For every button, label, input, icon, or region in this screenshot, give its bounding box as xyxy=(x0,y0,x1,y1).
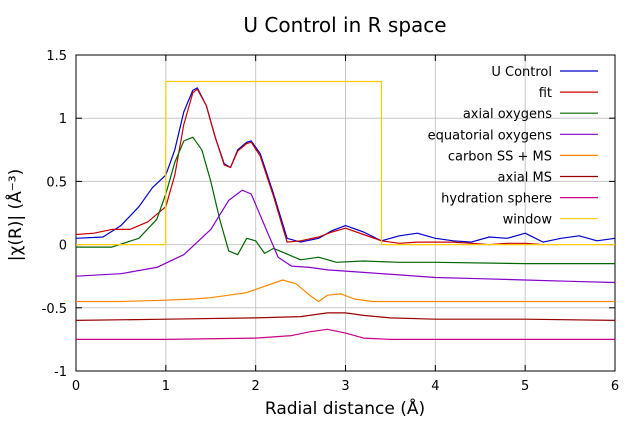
x-tick-label: 1 xyxy=(162,379,170,394)
x-tick-label: 3 xyxy=(341,379,349,394)
series-line-carbon-ss-ms xyxy=(76,279,615,303)
y-tick-label: -0.5 xyxy=(42,302,67,317)
y-tick-label: 1.5 xyxy=(46,49,67,64)
series-line-u-control xyxy=(75,87,616,243)
series-line-fit xyxy=(75,88,544,246)
legend-label-axial-ms: axial MS xyxy=(498,171,552,186)
series-line-window xyxy=(76,80,615,246)
legend-label-equatorial-oxygens: equatorial oxygens xyxy=(428,128,553,143)
y-tick-label: -1 xyxy=(54,365,67,380)
x-tick-label: 4 xyxy=(431,379,439,394)
y-tick-label: 1 xyxy=(59,112,67,127)
legend-label-axial-oxygens: axial oxygens xyxy=(463,107,552,122)
legend: U Control fit axial oxygens equatorial oxyg… xyxy=(428,65,598,228)
legend-label-u-control: U Control xyxy=(491,65,552,80)
x-axis-label: Radial distance (Å) xyxy=(265,397,425,419)
y-tick-label: 0.5 xyxy=(46,175,67,190)
legend-label-hydration-sphere: hydration sphere xyxy=(441,192,552,207)
series-lines xyxy=(75,80,616,340)
legend-label-window: window xyxy=(503,213,553,228)
y-tick-label: 0 xyxy=(59,239,67,254)
legend-label-carbon-ss-ms: carbon SS + MS xyxy=(448,149,552,164)
x-tick-label: 2 xyxy=(252,379,260,394)
x-tick-label: 5 xyxy=(521,379,529,394)
series-line-axial-ms xyxy=(75,312,616,321)
legend-label-fit: fit xyxy=(539,86,552,101)
chart-title: U Control in R space xyxy=(243,13,446,37)
series-line-axial-oxygens xyxy=(76,136,615,265)
x-tick-label: 0 xyxy=(72,379,80,394)
y-tick-labels: -1 -0.5 0 0.5 1 1.5 xyxy=(42,49,67,380)
y-axis-label: |χ(R)| (Å⁻³) xyxy=(4,169,26,261)
x-tick-labels: 0 1 2 3 4 5 6 xyxy=(72,379,619,394)
series-line-equatorial-oxygens xyxy=(75,189,616,284)
series-line-hydration-sphere xyxy=(76,328,615,340)
x-tick-label: 6 xyxy=(611,379,619,394)
